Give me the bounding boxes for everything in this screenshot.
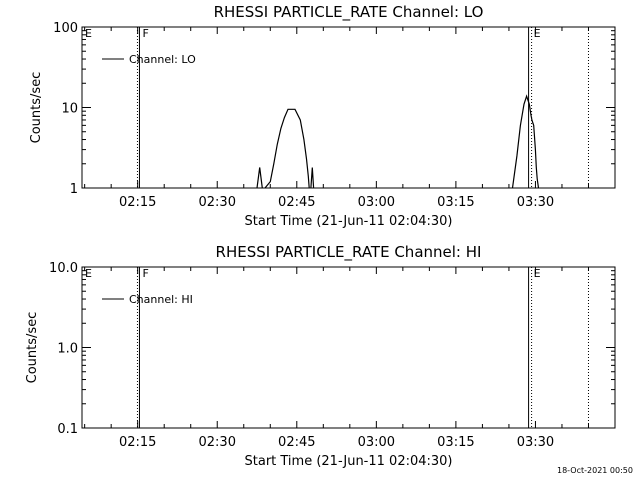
x-tick-label: 02:30: [199, 435, 236, 450]
chart-panel-hi: RHESSI PARTICLE_RATE Channel: HI 02:15 02:…: [25, 243, 616, 469]
x-tick-label: 02:15: [119, 435, 156, 450]
y-axis-label: Counts/sec: [25, 312, 40, 384]
x-tick-label: 03:30: [517, 435, 554, 450]
series-line: [511, 94, 540, 189]
legend-label: Channel: HI: [129, 293, 193, 306]
footer-timestamp: 18-Oct-2021 00:50: [557, 466, 633, 475]
series-line: [310, 167, 315, 189]
flag-label: F: [142, 267, 148, 280]
plot-frame: [81, 26, 616, 189]
series-line: [264, 108, 310, 189]
y-tick-label: 10.0: [49, 261, 78, 276]
x-tick-label: 03:15: [437, 435, 474, 450]
series-line: [256, 167, 263, 189]
chart-title: RHESSI PARTICLE_RATE Channel: LO: [214, 3, 484, 22]
x-axis-label: Start Time (21-Jun-11 02:04:30): [245, 214, 453, 229]
x-tick-label: 03:30: [517, 195, 554, 210]
x-tick-label: 03:00: [358, 195, 395, 210]
x-tick-label: 02:15: [119, 195, 156, 210]
y-tick-label: 100: [53, 21, 78, 36]
y-tick-label: 1.0: [57, 342, 78, 357]
y-tick-label: 0.1: [57, 422, 78, 437]
flag-label: E: [85, 27, 92, 40]
y-axis-label: Counts/sec: [29, 72, 44, 144]
x-tick-label: 02:30: [199, 195, 236, 210]
plot-frame: [81, 266, 616, 429]
x-tick-label: 03:15: [437, 195, 474, 210]
x-tick-label: 03:00: [358, 435, 395, 450]
flag-label: E: [85, 267, 92, 280]
y-tick-label: 1: [70, 182, 78, 197]
flag-label: F: [142, 27, 148, 40]
x-tick-label: 02:45: [278, 195, 315, 210]
x-axis-label: Start Time (21-Jun-11 02:04:30): [245, 454, 453, 469]
flag-label: E: [534, 267, 541, 280]
legend-label: Channel: LO: [129, 53, 196, 66]
flag-label: E: [534, 27, 541, 40]
chart-panel-lo: RHESSI PARTICLE_RATE Channel: LO 02:15 02:…: [29, 3, 616, 229]
x-tick-label: 02:45: [278, 435, 315, 450]
chart-title: RHESSI PARTICLE_RATE Channel: HI: [216, 243, 482, 262]
y-tick-label: 10: [61, 102, 78, 117]
